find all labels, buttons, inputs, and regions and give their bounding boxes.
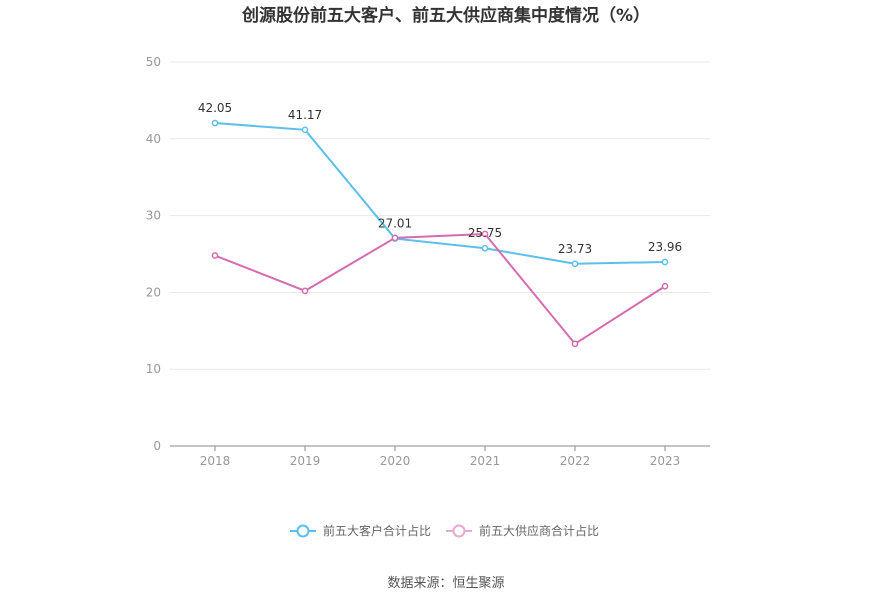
chart-title: 创源股份前五大客户、前五大供应商集中度情况（%） xyxy=(241,5,650,26)
data-label: 27.01 xyxy=(378,217,412,231)
y-tick-label: 30 xyxy=(146,209,161,223)
series-line-1 xyxy=(214,122,666,265)
data-point xyxy=(661,282,669,290)
y-tick-label: 0 xyxy=(153,439,161,453)
data-point xyxy=(661,258,669,266)
data-point xyxy=(481,230,489,238)
legend-item-2[interactable]: 前五大供应商合计占比 xyxy=(446,523,599,538)
data-point xyxy=(301,126,309,134)
y-tick-label: 50 xyxy=(146,55,161,69)
x-tick-label: 2020 xyxy=(380,454,411,468)
data-label: 41.17 xyxy=(288,108,322,122)
series-group xyxy=(211,119,669,348)
data-point xyxy=(481,244,489,252)
y-tick-label: 10 xyxy=(146,362,161,376)
x-tick-label: 2019 xyxy=(290,454,321,468)
data-point xyxy=(571,260,579,268)
data-label: 23.96 xyxy=(648,240,682,254)
data-point xyxy=(391,234,399,242)
legend-item-1[interactable]: 前五大客户合计占比 xyxy=(290,523,431,538)
x-tick-label: 2023 xyxy=(650,454,681,468)
y-tick-label: 20 xyxy=(146,285,161,299)
y-axis: 0 10 20 30 40 50 xyxy=(146,55,161,453)
data-label: 42.05 xyxy=(198,101,232,115)
x-tick-label: 2021 xyxy=(470,454,501,468)
data-point xyxy=(211,119,219,127)
legend[interactable]: 前五大客户合计占比 前五大供应商合计占比 xyxy=(290,523,599,538)
data-point xyxy=(571,340,579,348)
gridlines xyxy=(170,61,710,370)
legend-label: 前五大供应商合计占比 xyxy=(479,523,599,538)
y-tick-label: 40 xyxy=(146,132,161,146)
x-axis: 2018 2019 2020 2021 2022 2023 xyxy=(170,445,710,468)
data-label: 25.75 xyxy=(468,226,502,240)
series-line-2 xyxy=(214,233,666,346)
data-label: 23.73 xyxy=(558,242,592,256)
source-note: 数据来源：恒生聚源 xyxy=(387,576,504,591)
x-tick-label: 2022 xyxy=(560,454,591,468)
x-tick-label: 2018 xyxy=(200,454,231,468)
data-point xyxy=(211,252,219,259)
data-labels: 42.05 41.17 27.01 25.75 23.73 23.96 xyxy=(198,101,682,256)
legend-label: 前五大客户合计占比 xyxy=(323,523,431,538)
legend-marker xyxy=(296,524,310,538)
legend-marker xyxy=(452,524,466,538)
data-point xyxy=(301,287,309,295)
